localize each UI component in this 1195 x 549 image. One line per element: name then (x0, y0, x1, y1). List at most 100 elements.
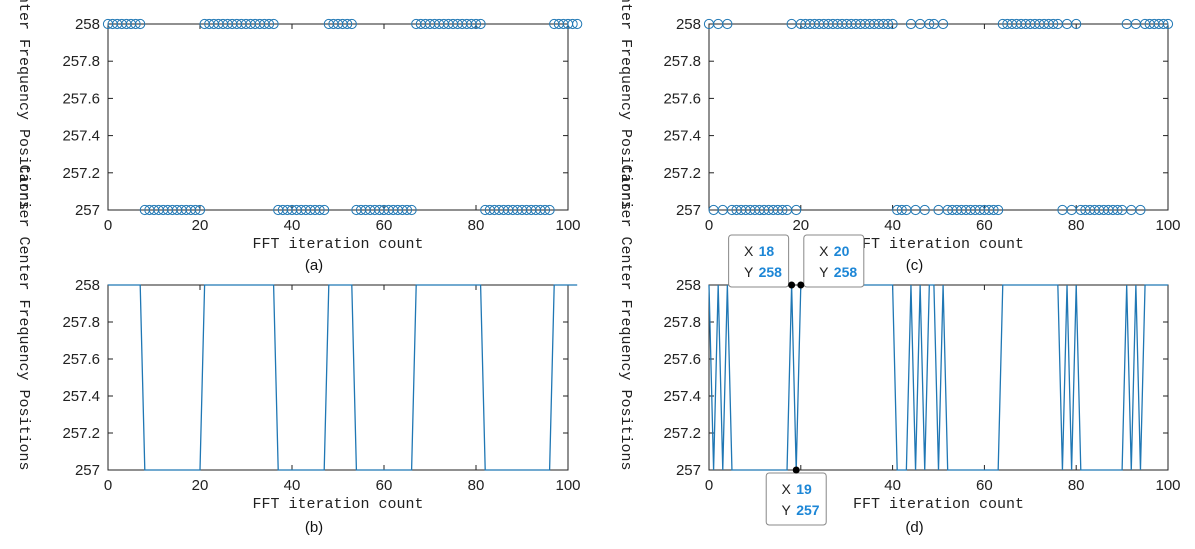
data-point (319, 204, 330, 216)
y-tick-label: 257.4 (62, 388, 100, 405)
x-tick-label: 40 (284, 477, 301, 494)
y-tick-label: 257.2 (663, 165, 701, 182)
y-tick-label: 257.2 (62, 425, 100, 442)
y-tick-label: 257.8 (663, 53, 701, 70)
datatip[interactable]: X 18 Y 258 (728, 234, 796, 289)
x-tick-label: 20 (792, 217, 809, 234)
y-axis-label: Carrier Center Frequency Positions (617, 0, 634, 210)
x-tick-label: 0 (104, 477, 112, 494)
x-tick-label: 80 (468, 217, 485, 234)
data-point (1162, 18, 1174, 30)
data-point (406, 204, 417, 216)
y-tick-label: 257.6 (62, 90, 100, 107)
chart-d: 0 20 40 60 80 100 257 257.2 257.4 257.6 257.8 258 FF… (617, 164, 1181, 536)
series-line (108, 284, 578, 471)
datatip-x-key: X (744, 243, 754, 259)
x-tick-label: 80 (1068, 217, 1085, 234)
subplot-caption: (c) (906, 257, 924, 274)
datatip-x-key: X (819, 243, 829, 259)
y-tick-label: 258 (75, 277, 100, 294)
chart-a: 0 20 40 60 80 100 257 257.2 257.4 257.6 257.8 258 FF… (15, 0, 583, 274)
subplot-caption: (b) (305, 519, 323, 536)
data-point (342, 18, 353, 30)
datatip[interactable]: X 19Y 257 (765, 466, 827, 526)
y-tick-label: 257.6 (663, 90, 701, 107)
datatip-x-value: 18 (759, 243, 775, 259)
datatip-x-value: 19 (796, 481, 812, 497)
data-point (567, 18, 578, 30)
y-tick-label: 257.2 (663, 425, 701, 442)
data-point (190, 204, 201, 216)
data-point (1135, 204, 1146, 216)
datatip-marker (792, 466, 800, 474)
x-axis-label: FFT iteration count (252, 496, 423, 513)
x-tick-label: 60 (976, 217, 993, 234)
x-tick-label: 40 (284, 217, 301, 234)
data-point (130, 18, 141, 30)
x-axis-label: FFT iteration count (252, 236, 423, 253)
y-tick-label: 257.8 (62, 53, 100, 70)
y-tick-label: 257 (676, 462, 701, 479)
series-line (708, 284, 1168, 471)
datatip-y-key: Y (744, 264, 754, 280)
data-point (988, 204, 999, 216)
data-point (194, 204, 206, 216)
x-tick-label: 100 (1155, 217, 1180, 234)
data-point (135, 18, 146, 30)
y-axis-label: Carrier Center Frequency Positions (617, 164, 634, 470)
datatip-y-value: 258 (759, 264, 783, 280)
datatip-x-value: 20 (834, 243, 850, 259)
data-point (937, 18, 949, 30)
plot-area (708, 23, 1169, 211)
data-point (896, 204, 907, 216)
data-point (993, 204, 1004, 216)
x-tick-label: 40 (884, 217, 901, 234)
x-tick-label: 20 (192, 217, 209, 234)
data-point (1158, 18, 1169, 30)
datatip-y-value: 258 (834, 264, 858, 280)
x-axis-label: FFT iteration count (853, 236, 1024, 253)
data-point (475, 18, 486, 30)
datatip-box (803, 234, 865, 288)
y-tick-label: 257.4 (62, 128, 100, 145)
chart-b: 0 20 40 60 80 100 257 257.2 257.4 257.6 257.8 258 FF… (15, 164, 581, 536)
x-tick-label: 80 (468, 477, 485, 494)
plot-area (107, 284, 569, 471)
datatip-x-key: X (782, 481, 792, 497)
data-point (263, 18, 275, 30)
chart-c: 0 20 40 60 80 100 257 257.2 257.4 257.6 257.8 258 FF… (617, 0, 1181, 274)
x-tick-label: 100 (1155, 477, 1180, 494)
y-tick-label: 257.8 (62, 314, 100, 331)
data-point (539, 204, 551, 216)
data-point (314, 204, 325, 216)
y-tick-label: 257.6 (663, 351, 701, 368)
datatip-y-key: Y (819, 264, 829, 280)
plot-area (107, 23, 569, 211)
datatip-marker (797, 281, 805, 289)
x-tick-label: 100 (555, 477, 580, 494)
data-point (401, 204, 413, 216)
y-tick-label: 257.4 (663, 128, 701, 145)
y-tick-label: 258 (676, 16, 701, 33)
subplot-caption: (d) (905, 519, 923, 536)
data-point (1112, 204, 1123, 216)
y-tick-label: 257 (75, 462, 100, 479)
x-tick-label: 60 (976, 477, 993, 494)
y-axis-label: Carrier Center Frequency Positions (15, 164, 32, 470)
data-point (791, 204, 802, 216)
data-point (722, 18, 733, 30)
x-tick-label: 0 (104, 217, 112, 234)
datatip[interactable]: X 20 Y 258 (797, 234, 865, 289)
plot-area (708, 284, 1169, 471)
data-point (919, 204, 930, 216)
x-tick-label: 80 (1068, 477, 1085, 494)
data-point (777, 204, 788, 216)
data-point (544, 204, 555, 216)
y-tick-label: 257.6 (62, 351, 100, 368)
data-point (1048, 18, 1059, 30)
y-tick-label: 257.2 (62, 165, 100, 182)
y-tick-label: 257.8 (663, 314, 701, 331)
data-point (572, 18, 583, 30)
y-tick-label: 258 (676, 277, 701, 294)
y-tick-label: 258 (75, 16, 100, 33)
